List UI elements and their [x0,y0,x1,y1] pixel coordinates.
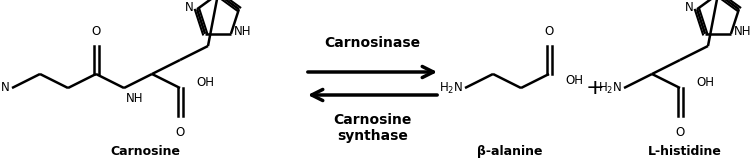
Text: O: O [92,25,100,38]
Text: NH: NH [126,92,144,105]
Text: L-histidine: L-histidine [648,145,722,158]
Text: $\mathregular{H_2N}$: $\mathregular{H_2N}$ [598,80,622,96]
Text: +: + [586,78,604,98]
Text: N: N [686,1,694,14]
Text: NH: NH [734,25,750,38]
Text: O: O [544,25,554,38]
Text: $\mathregular{H_2N}$: $\mathregular{H_2N}$ [0,80,10,96]
Text: Carnosine: Carnosine [110,145,180,158]
Text: OH: OH [196,75,214,89]
Text: O: O [675,126,685,139]
Text: N: N [185,1,194,14]
Text: Carnosine
synthase: Carnosine synthase [333,113,412,143]
Text: $\mathregular{H_2N}$: $\mathregular{H_2N}$ [439,80,463,96]
Text: Carnosinase: Carnosinase [325,36,421,50]
Text: OH: OH [696,75,714,89]
Text: β-alanine: β-alanine [477,145,543,158]
Text: NH: NH [234,25,251,38]
Text: O: O [176,126,184,139]
Text: OH: OH [565,73,583,87]
